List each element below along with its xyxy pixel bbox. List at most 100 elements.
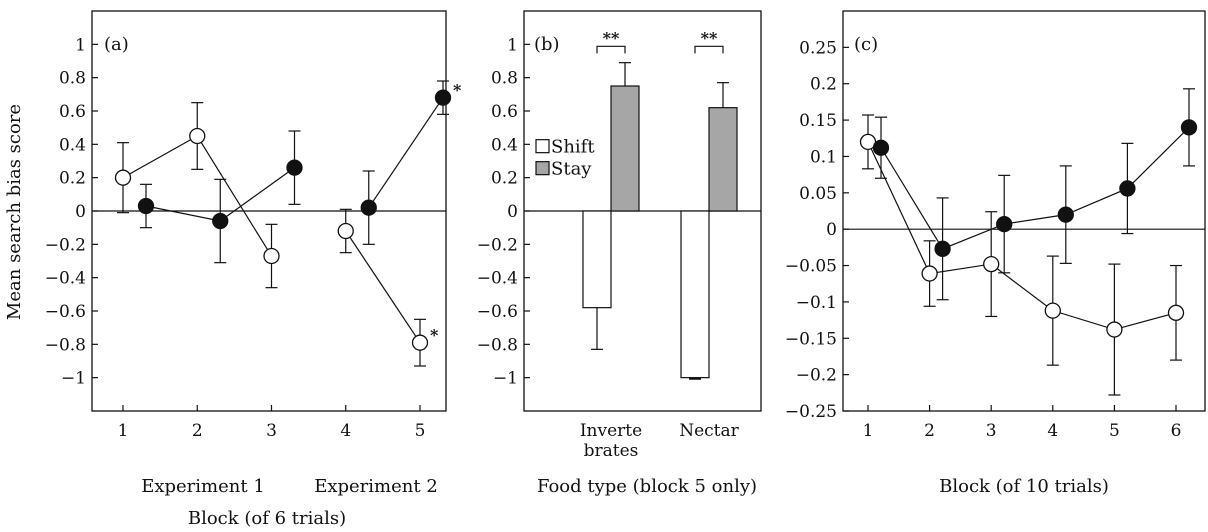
panel-b-plot-area: ** ** <box>524 28 761 380</box>
y-tick-label: −0.05 <box>785 257 837 277</box>
x-tick-label: 2 <box>924 421 935 441</box>
panel-b-y-ticks: 1 0.8 0.6 0.4 0.2 0 −0.2 −0.4 −0.6 −0.8 −1 <box>477 35 530 389</box>
y-tick-label: −0.2 <box>45 235 86 255</box>
y-tick-label: −0.2 <box>477 235 518 255</box>
y-tick-label: −1 <box>61 369 86 389</box>
x-tick-label: 3 <box>266 421 277 441</box>
y-tick-label: 0 <box>75 202 86 222</box>
filled-marker <box>286 159 303 176</box>
filled-marker <box>1119 180 1136 197</box>
panel-a-group-label-2: Experiment 2 <box>314 476 438 497</box>
y-tick-label: 0.15 <box>799 111 837 131</box>
category-label: Inverte <box>580 421 642 441</box>
stay-bar <box>610 85 640 212</box>
panel-a-plot-area: ** <box>92 80 462 367</box>
shift-bar <box>582 210 612 309</box>
panel-c-x-axis-label: Block (of 10 trials) <box>939 476 1109 497</box>
filled-marker <box>1180 119 1198 136</box>
y-tick-label: −0.15 <box>785 329 837 349</box>
y-tick-label: 0.2 <box>810 75 837 95</box>
legend-swatch-shift <box>535 139 550 154</box>
x-tick-label: 4 <box>340 421 351 441</box>
y-tick-label: −0.4 <box>45 269 86 289</box>
x-tick-label: 4 <box>1047 421 1058 441</box>
x-tick-label: 2 <box>192 421 203 441</box>
filled-series-line <box>368 97 444 209</box>
stay-bar <box>708 107 738 212</box>
category-label: Nectar <box>679 421 739 441</box>
x-tick-label: 1 <box>118 421 129 441</box>
significance-asterisk: * <box>453 81 462 100</box>
open-marker <box>114 169 132 186</box>
open-marker <box>337 222 354 240</box>
y-tick-label: 0.8 <box>59 69 86 89</box>
panel-c-x-ticks: 1 2 3 4 5 6 <box>863 405 1182 441</box>
open-marker <box>921 265 938 282</box>
filled-marker <box>137 197 155 215</box>
y-tick-label: 0.25 <box>799 38 837 58</box>
y-tick-label: 0.2 <box>59 169 86 189</box>
panel-b-x-axis-label: Food type (block 5 only) <box>537 476 757 497</box>
panel-b: (b) 10.80.60.40.20−0.2−0.4−0.6−0.8−1 ** *… <box>477 10 762 497</box>
category-label: brates <box>584 441 639 461</box>
y-tick-label: 0.2 <box>491 169 518 189</box>
open-marker <box>411 334 429 351</box>
y-tick-label: 0.4 <box>59 135 86 155</box>
y-tick-label: 1 <box>75 35 86 55</box>
filled-marker <box>934 240 951 257</box>
filled-marker <box>996 215 1013 233</box>
x-tick-label: 5 <box>415 421 426 441</box>
x-tick-label: 3 <box>986 421 997 441</box>
y-tick-label: 0.05 <box>799 184 837 204</box>
panel-b-label: (b) <box>534 34 560 55</box>
x-tick-label: 6 <box>1171 421 1182 441</box>
filled-marker <box>212 212 229 230</box>
open-marker <box>983 255 1000 273</box>
open-marker <box>1106 321 1123 338</box>
y-tick-label: 0.6 <box>59 102 86 122</box>
x-tick-label: 1 <box>863 421 874 441</box>
y-tick-label: 0 <box>826 220 837 240</box>
open-marker <box>189 127 206 145</box>
y-tick-label: −0.6 <box>477 302 518 322</box>
legend-label-stay: Stay <box>551 159 592 180</box>
panel-a-x-ticks: 1 2 3 4 5 <box>118 405 426 441</box>
panel-c-frame <box>842 10 1206 412</box>
open-series-line <box>867 141 1177 331</box>
significance-bracket <box>596 45 626 54</box>
y-tick-label: −0.4 <box>477 269 518 289</box>
shift-bar <box>680 210 710 379</box>
y-tick-label: −0.2 <box>796 366 837 386</box>
filled-marker <box>360 199 377 216</box>
filled-marker <box>434 89 452 106</box>
y-axis-label: Mean search bias score <box>4 104 25 320</box>
y-tick-label: 0.1 <box>810 147 837 167</box>
open-marker <box>263 247 280 265</box>
open-marker <box>1044 302 1061 319</box>
panel-c-y-ticks: 0.25 0.2 0.15 0.1 0.05 0 −0.05 −0.1 −0.15 −0.2 −0.… <box>785 38 849 422</box>
significance-bracket <box>694 45 724 54</box>
y-tick-label: 0.8 <box>491 69 518 89</box>
significance-label: ** <box>603 28 620 47</box>
y-tick-label: −0.8 <box>477 335 518 355</box>
significance-label: ** <box>701 28 718 47</box>
filled-marker <box>1057 206 1074 223</box>
legend-swatch-stay <box>535 161 550 176</box>
y-tick-label: −0.25 <box>785 402 837 422</box>
y-tick-label: 1 <box>507 35 518 55</box>
legend-label-shift: Shift <box>551 137 595 158</box>
y-tick-label: −0.8 <box>45 335 86 355</box>
y-tick-label: −1 <box>493 369 518 389</box>
x-tick-label: 5 <box>1109 421 1120 441</box>
panel-a-x-axis-label: Block (of 6 trials) <box>188 508 346 529</box>
y-tick-label: −0.6 <box>45 302 86 322</box>
panel-a: (a) 1 0.8 0.6 0.4 0.2 0 −0.2 −0.4 −0.6 −0.8 −1 1 2 3… <box>45 10 462 529</box>
panel-a-y-ticks: 1 0.8 0.6 0.4 0.2 0 −0.2 −0.4 −0.6 −0.8 −1 <box>45 35 98 389</box>
y-tick-label: 0.6 <box>491 102 518 122</box>
significance-asterisk: * <box>430 326 439 345</box>
panel-a-label: (a) <box>104 34 129 55</box>
y-tick-label: 0.4 <box>491 135 518 155</box>
